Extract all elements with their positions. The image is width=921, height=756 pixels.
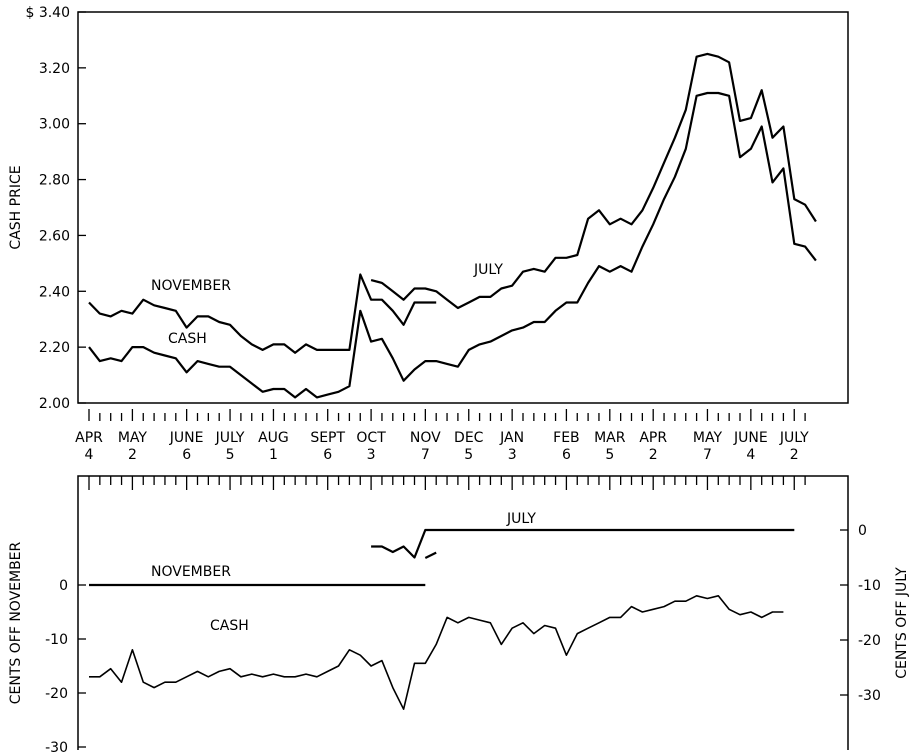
annotation-november: NOVEMBER: [151, 278, 231, 294]
left-y-tick-label: 0: [59, 578, 68, 594]
x-day-label: 5: [226, 447, 235, 463]
x-month-label: MAY: [693, 430, 723, 446]
x-month-label: MAR: [594, 430, 626, 446]
bottom-panel-cents-off: 0 -10 -20 -30 0 -10 -20 -30 CENTS OFF NOVEMBER CE…: [8, 475, 910, 756]
annotation-cash: CASH: [210, 618, 249, 634]
left-y-tick-label: -10: [45, 632, 68, 648]
y-tick-label: 2.40: [39, 284, 70, 300]
y-tick-label: 2.00: [39, 396, 70, 412]
x-day-label: 2: [128, 447, 137, 463]
x-month-label: JUNE: [733, 430, 768, 446]
right-y-tick-label: -30: [858, 688, 881, 704]
x-day-label: 3: [367, 447, 376, 463]
x-month-label: AUG: [258, 430, 289, 446]
x-month-label: DEC: [454, 430, 484, 446]
x-day-label: 5: [464, 447, 473, 463]
annotation-november: NOVEMBER: [151, 564, 231, 580]
x-day-label: 5: [605, 447, 614, 463]
left-y-axis-title: CENTS OFF NOVEMBER: [8, 541, 24, 704]
left-y-tick-label: -20: [45, 686, 68, 702]
right-y-tick-label: -10: [858, 578, 881, 594]
x-month-label: MAY: [118, 430, 148, 446]
y-tick-label: 2.80: [39, 173, 70, 189]
right-y-axis-title: CENTS OFF JULY: [894, 567, 910, 679]
series-line-cash: [89, 595, 784, 710]
y-axis-title: CASH PRICE: [8, 165, 24, 249]
x-month-label: FEB: [553, 430, 580, 446]
x-day-label: 6: [323, 447, 332, 463]
y-tick-label: 3.00: [39, 117, 70, 133]
x-day-label: 2: [790, 447, 799, 463]
y-tick-label: $ 3.40: [25, 5, 70, 21]
x-day-label: 7: [703, 447, 712, 463]
series-line-july: [370, 52, 817, 310]
annotation-cash: CASH: [168, 331, 207, 347]
right-y-tick-label: 0: [858, 523, 867, 539]
x-month-label: OCT: [356, 430, 386, 446]
x-day-label: 4: [85, 447, 94, 463]
x-month-label: APR: [75, 430, 103, 446]
y-tick-label: 2.20: [39, 340, 70, 356]
annotation-july: JULY: [473, 262, 503, 278]
left-y-tick-label: -30: [45, 740, 68, 756]
x-day-label: 4: [746, 447, 755, 463]
x-month-label: NOV: [410, 430, 441, 446]
top-frame: [77, 11, 849, 404]
series-line-cash: [88, 91, 817, 399]
top-panel-cash-price: $ 3.40 3.20 3.00 2.80 2.60 2.40 2.20 2.00 CASH P…: [8, 5, 849, 463]
x-month-label: JUNE: [169, 430, 204, 446]
x-month-label: APR: [639, 430, 667, 446]
series-line-july: [371, 528, 795, 559]
x-month-label: JULY: [215, 430, 245, 446]
x-day-label: 2: [649, 447, 658, 463]
x-day-label: 6: [562, 447, 571, 463]
y-tick-label: 2.60: [39, 228, 70, 244]
x-month-label: JAN: [499, 430, 524, 446]
y-tick-label: 3.20: [39, 61, 70, 77]
x-day-label: 6: [182, 447, 191, 463]
series-line-november: [88, 273, 437, 354]
right-y-tick-label: -20: [858, 633, 881, 649]
annotation-july: JULY: [506, 511, 536, 527]
x-month-label: SEPT: [310, 430, 345, 446]
x-month-label: JULY: [779, 430, 809, 446]
bottom-frame: [77, 475, 849, 750]
x-day-label: 7: [421, 447, 430, 463]
series-line-november-nov-7-on-: [424, 551, 437, 559]
x-day-label: 1: [269, 447, 278, 463]
x-day-label: 3: [508, 447, 517, 463]
